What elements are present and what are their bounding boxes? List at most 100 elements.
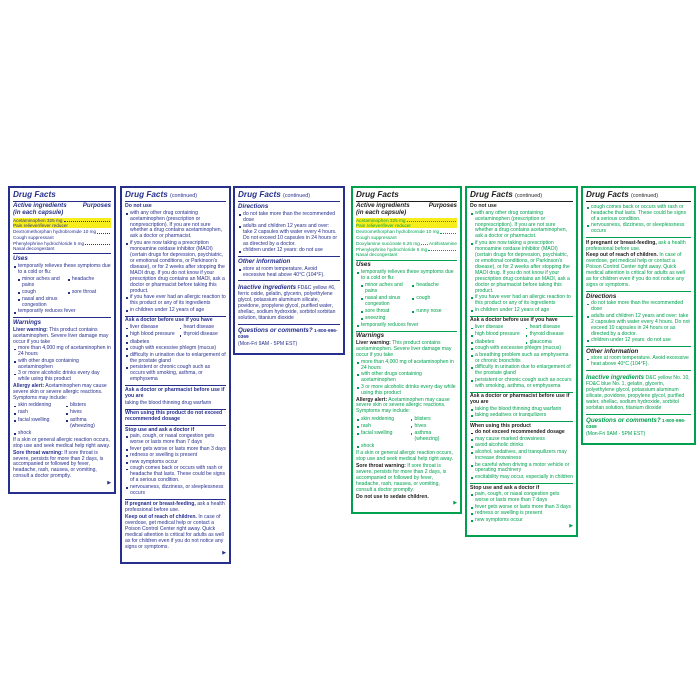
drug-facts-column: Drug Facts (continued) Directions do not t…: [233, 186, 345, 356]
bullet-item: excitability may occur, especially in ch…: [470, 474, 573, 481]
inline-section-text: FD&C yellow #6, ferric oxide, gelatin, g…: [238, 285, 336, 321]
purpose-leader-dots: [85, 244, 110, 246]
bullet-item: may cause marked drowsiness: [470, 436, 573, 443]
title-continued-text: (continued): [515, 193, 543, 199]
active-ingredient-row: Acetaminophen 325 mg Pain reliever/fever …: [356, 217, 457, 229]
bullet-item: with any other drug containing acetamino…: [125, 210, 226, 241]
paragraph-text: Acetaminophen may cause severe skin or s…: [356, 396, 450, 415]
drug-facts-title-text: Drug Facts: [586, 190, 629, 199]
bullet-pair-row: skin reddening blisters: [13, 402, 111, 410]
bullet-item: if you are now taking a prescription mon…: [470, 240, 573, 295]
bullet-item: pain, cough, or nasal congestion gets wo…: [125, 433, 226, 446]
paragraph-text: This product contains acetaminophen. Sev…: [13, 326, 109, 345]
bullet-item: cough comes back or occurs with rash or …: [125, 465, 226, 484]
label-section: Inactive ingredients D&C yellow No. 10, …: [586, 370, 691, 413]
purpose-leader-dots: [420, 244, 428, 246]
continue-arrow-icon: ▶: [453, 501, 457, 507]
paragraph-text: Acetaminophen may cause severe skin or s…: [13, 383, 107, 402]
label-section: Ask a doctor before use if you have liver…: [125, 315, 226, 385]
title-continued-text: (continued): [283, 193, 311, 199]
bullet-item: if you are now taking a prescription mon…: [125, 240, 226, 295]
drug-facts-title-text: Drug Facts: [125, 190, 168, 199]
paragraph-text: If sore throat is severe, persists for m…: [356, 462, 447, 493]
section-heading: Directions: [238, 203, 269, 211]
label-paragraph: Liver warning: This product contains ace…: [356, 340, 457, 359]
section-heading: Warnings: [356, 332, 385, 340]
bullet-item: temporarily relieves these symptoms due …: [13, 263, 111, 276]
bullet-pair-row: diabetes: [125, 339, 226, 346]
section-heading: Questions or comments?: [238, 327, 313, 335]
label-section: Questions or comments? 1-800-996-0369 (Mo…: [238, 323, 340, 350]
continue-arrow-row: ▶: [356, 501, 457, 507]
ingredient-name: Acetaminophen 325 mg: [13, 217, 63, 223]
label-paragraph: If a skin or general allergic reaction o…: [13, 436, 111, 450]
active-ingredient-row: Doxylamine succinate 6.25 mg Antihistamin…: [356, 241, 457, 246]
drug-facts-title-text: Drug Facts: [13, 190, 56, 199]
label-paragraph: Allergy alert: Acetaminophen may cause s…: [13, 383, 111, 402]
continue-arrow-row: ▶: [13, 481, 111, 487]
pair-item-left: shock: [356, 443, 410, 450]
label-section: When using this product do not exceed re…: [125, 408, 226, 426]
paragraph-text: (Mon-Fri 9AM - 5PM EST): [586, 431, 646, 438]
bullet-pair-row: skin reddening blisters: [356, 416, 457, 423]
section-heading: Do not use: [125, 203, 152, 210]
label-paragraph: Liver warning: This product contains ace…: [13, 326, 111, 346]
ingredient-name: Phenylephrine hydrochloride 5 mg: [356, 246, 428, 252]
bold-lead-text: Allergy alert:: [356, 396, 388, 403]
label-paragraph: taking the blood thinning drug warfarin: [125, 400, 226, 407]
section-heading: Questions or comments?: [586, 417, 661, 425]
bullet-pair-row: high blood pressure thyroid disease: [470, 332, 573, 339]
section-heading: Active ingredients: [13, 202, 67, 210]
ingredient-name: Doxylamine succinate 6.25 mg: [356, 240, 420, 246]
ingredient-purpose: Cough suppressant: [13, 234, 54, 240]
section-heading: Inactive ingredients: [586, 373, 645, 381]
bullet-item: taking sedatives or tranquilizers: [470, 412, 573, 419]
bullet-item: avoid alcoholic drinks: [470, 443, 573, 449]
section-heading: Other information: [238, 258, 291, 266]
active-ingredient-row: Dextromethorphan hydrobromide 10 mg Cough…: [356, 229, 457, 240]
label-section: Directions do not take more than the reco…: [586, 291, 691, 346]
label-section: When using this product do not exceed rec…: [470, 421, 573, 483]
drug-facts-column: Drug Facts (continued) Do not use with any…: [465, 186, 578, 537]
pair-item-right: thyroid disease: [525, 332, 573, 338]
bold-lead-text: If pregnant or breast-feeding,: [586, 239, 657, 246]
pair-item-right: glaucoma: [525, 339, 573, 346]
pair-item-right: thyroid disease: [179, 332, 226, 338]
drug-facts-title: Drug Facts: [13, 190, 111, 202]
paragraph-text: If a skin or general allergic reaction o…: [13, 436, 111, 449]
ingredient-purpose: Pain reliever/fever reducer: [13, 223, 68, 229]
title-continued-text: (continued): [170, 193, 198, 199]
bullet-pair-row: nasal and sinus congestion cough: [360, 295, 457, 308]
heading-with-inline-text: Questions or comments? 1-800-996-0369: [586, 417, 691, 431]
drug-facts-title-text: Drug Facts: [356, 190, 399, 199]
bullet-item: new symptoms occur: [125, 459, 226, 466]
phone-number: 1-800-996-0369: [238, 329, 338, 341]
section-heading-line2: (in each capsule): [356, 209, 407, 217]
label-paragraph: Sore throat warning: If sore throat is s…: [356, 462, 457, 494]
bullet-item: do not take more than the recommended do…: [238, 211, 340, 224]
bullet-pair-row: rash hives: [356, 423, 457, 430]
active-ingredients-heading: Active ingredients (in each capsule): [13, 202, 67, 217]
bullet-pair-row: high blood pressure thyroid disease: [125, 332, 226, 339]
pair-item-right: heart disease: [525, 324, 573, 331]
bold-lead-text: Liver warning:: [13, 326, 48, 333]
label-paragraph: (Mon-Fri 9AM - 5PM EST): [586, 431, 691, 438]
bullet-pair-row: liver disease heart disease: [125, 324, 226, 332]
purpose-leader-dots: [428, 250, 456, 252]
pair-item-left: skin reddening: [13, 402, 65, 409]
label-section: Do not use with any other drug containing…: [470, 202, 573, 315]
continue-arrow-row: ▶: [125, 552, 226, 557]
bullet-item: cough comes back or occurs with rash or …: [586, 204, 691, 223]
label-paragraph: Sore throat warning: If sore throat is s…: [13, 449, 111, 481]
paragraph-text: If sore throat is severe, persists for m…: [13, 449, 104, 480]
bold-lead-text: Liver warning:: [356, 340, 391, 347]
section-heading: Stop use and ask a doctor if: [125, 426, 195, 433]
continue-arrow-row: ▶: [470, 524, 573, 530]
purpose-leader-dots: [440, 232, 456, 234]
label-section: Warnings Liver warning: This product cont…: [356, 330, 457, 509]
label-section: Stop use and ask a doctor if pain, cough,…: [125, 425, 226, 499]
label-section: Other information store at room temperatu…: [586, 346, 691, 370]
bullet-pair-row: minor aches and pains headache: [360, 282, 457, 295]
drug-facts-title: Drug Facts (continued): [238, 190, 340, 203]
